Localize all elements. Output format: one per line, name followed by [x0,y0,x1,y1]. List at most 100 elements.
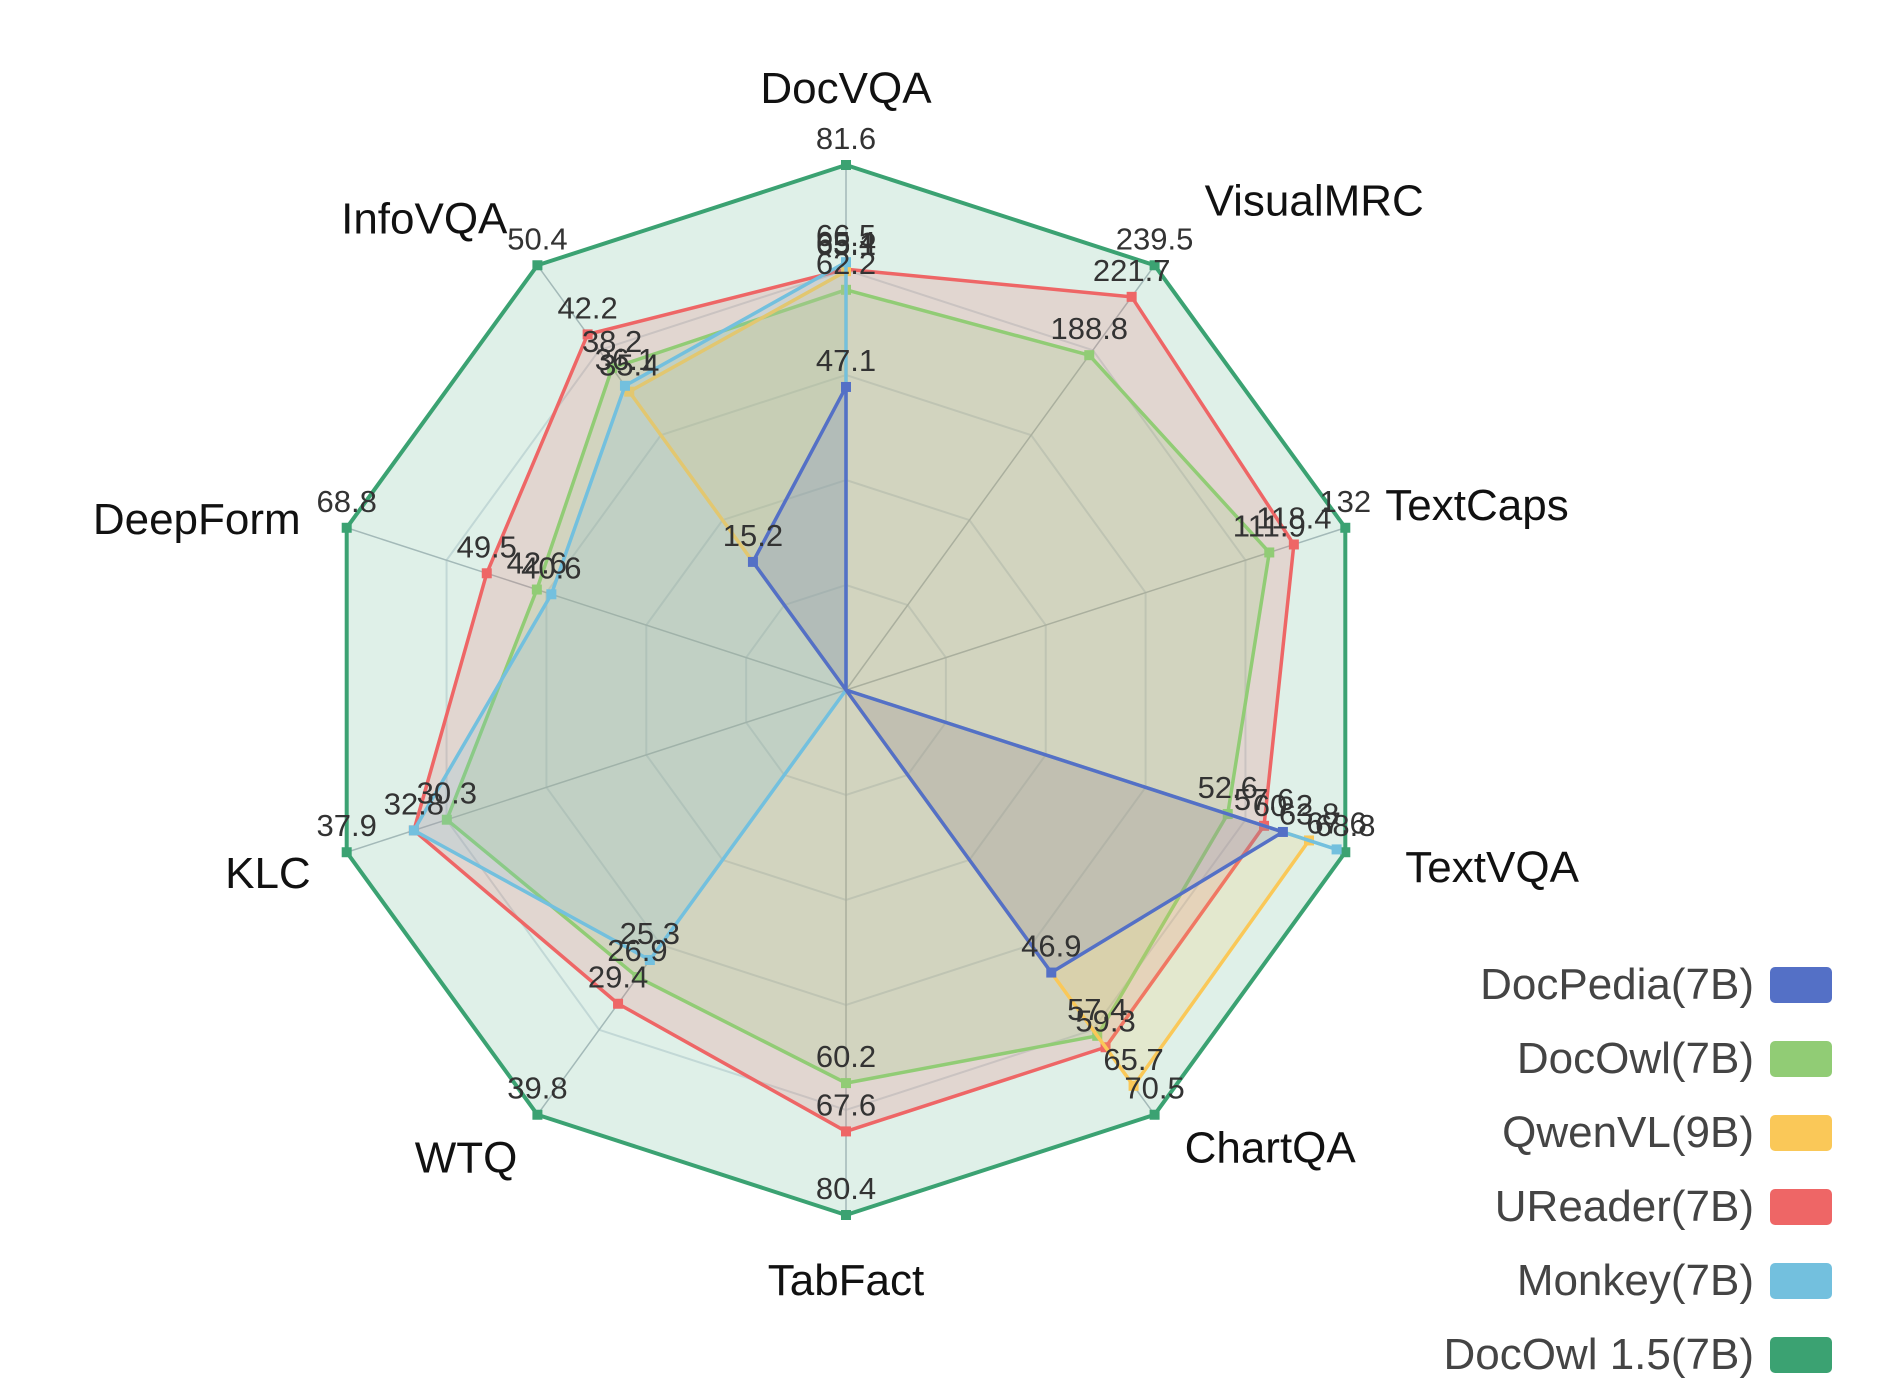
axis-label-textvqa: TextVQA [1405,843,1579,892]
axis-label-klc: KLC [225,849,311,898]
data-point [1126,291,1137,302]
legend-swatch [1770,967,1832,1003]
data-point [1331,844,1342,855]
value-label: 32.8 [384,786,444,821]
value-label: 65.7 [1103,1042,1163,1077]
data-point [841,1210,851,1220]
value-label: 26.9 [607,933,667,968]
data-point [1046,967,1057,978]
axis-label-wtq: WTQ [415,1134,518,1183]
data-point [341,522,352,533]
data-point [619,380,630,391]
legend-label: DocPedia(7B) [1480,960,1754,1009]
value-label: 65.1 [816,227,876,262]
data-point [841,381,851,392]
value-label: 68.8 [317,484,377,519]
data-point [1277,826,1288,837]
axis-label-chartqa: ChartQA [1185,1124,1357,1173]
axis-spoke [845,264,1156,691]
legend-label: DocOwl(7B) [1516,1034,1754,1083]
data-point [546,589,557,600]
legend: DocPedia(7B) DocOwl(7B) QwenVL(9B) UReader(… [1312,948,1832,1392]
value-label: 132 [1319,484,1371,519]
axis-label-docvqa: DocVQA [760,64,932,113]
data-point [441,814,452,825]
legend-swatch [1770,1041,1832,1077]
data-point [632,972,643,983]
value-label: 35.4 [599,348,659,383]
value-label: 60.2 [1253,788,1313,823]
data-point [624,386,635,397]
axis-spoke [346,689,847,853]
axis-label-deepform: DeepForm [93,495,301,544]
data-point [644,954,655,965]
legend-item[interactable]: DocOwl(7B) [1312,1022,1832,1096]
legend-swatch [1770,1115,1832,1151]
data-point [532,260,543,271]
legend-item[interactable]: UReader(7B) [1312,1170,1832,1244]
data-point [841,257,851,268]
legend-item[interactable]: Monkey(7B) [1312,1244,1832,1318]
value-label: 38.2 [582,324,642,359]
value-label: 65.4 [816,225,876,260]
legend-label: DocOwl 1.5(7B) [1443,1330,1754,1379]
value-label: 40.6 [521,550,581,585]
data-point [607,363,618,374]
data-point [1149,1109,1160,1120]
radar-series [341,160,1351,1220]
value-label: 15.2 [723,518,783,553]
value-label: 68.8 [1315,808,1375,843]
value-label: 81.6 [816,121,876,156]
value-label: 39.8 [507,1071,567,1106]
axis-label-tabfact: TabFact [768,1256,925,1305]
data-point [1340,522,1351,533]
value-label: 42.2 [557,290,617,325]
legend-item[interactable]: DocPedia(7B) [1312,948,1832,1022]
data-point [481,568,492,579]
value-label: 67.6 [1306,805,1366,840]
value-label: 118.4 [1256,500,1331,535]
legend-swatch [1770,1263,1832,1299]
axis-spoke [346,527,847,691]
value-label: 50.4 [507,221,567,256]
radar-axis-labels: DocVQA VisualMRC TextCaps TextVQA ChartQA Tab… [93,64,1580,1305]
data-point [841,160,851,170]
value-label: 221.7 [1093,253,1171,288]
legend-item[interactable]: QwenVL(9B) [1312,1096,1832,1170]
legend-item[interactable]: DocOwl 1.5(7B) [1312,1318,1832,1392]
value-label: 66.5 [816,218,876,253]
data-point [747,556,758,567]
data-point [1128,1080,1139,1091]
value-label: 47.1 [816,343,876,378]
data-point [613,998,624,1009]
value-label: 36.1 [595,342,655,377]
legend-swatch [1770,1337,1832,1373]
value-label: 62.2 [816,246,876,281]
value-label: 67.6 [816,1087,876,1122]
legend-swatch [1770,1189,1832,1225]
value-label: 25.3 [620,916,680,951]
value-label: 188.8 [1050,311,1128,346]
data-point [1288,539,1299,550]
value-label: 60.2 [816,1039,876,1074]
value-label: 46.9 [1021,929,1081,964]
data-point [1084,350,1095,361]
value-label: 52.6 [1198,770,1258,805]
axis-label-textcaps: TextCaps [1385,481,1568,530]
data-point [532,1109,543,1120]
value-label: 80.4 [816,1171,876,1206]
value-label: 57.4 [1067,992,1127,1027]
value-label: 239.5 [1116,221,1194,256]
data-point [531,584,542,595]
axis-label-visualmrc: VisualMRC [1205,176,1424,225]
value-label: 37.9 [317,808,377,843]
data-point [1149,260,1160,271]
data-point [341,847,352,858]
data-point [1340,847,1351,858]
value-label: 29.4 [588,960,648,995]
data-point [1264,547,1275,558]
value-label: 42.6 [507,546,567,581]
value-label: 30.3 [417,776,477,811]
data-point [841,1126,851,1137]
